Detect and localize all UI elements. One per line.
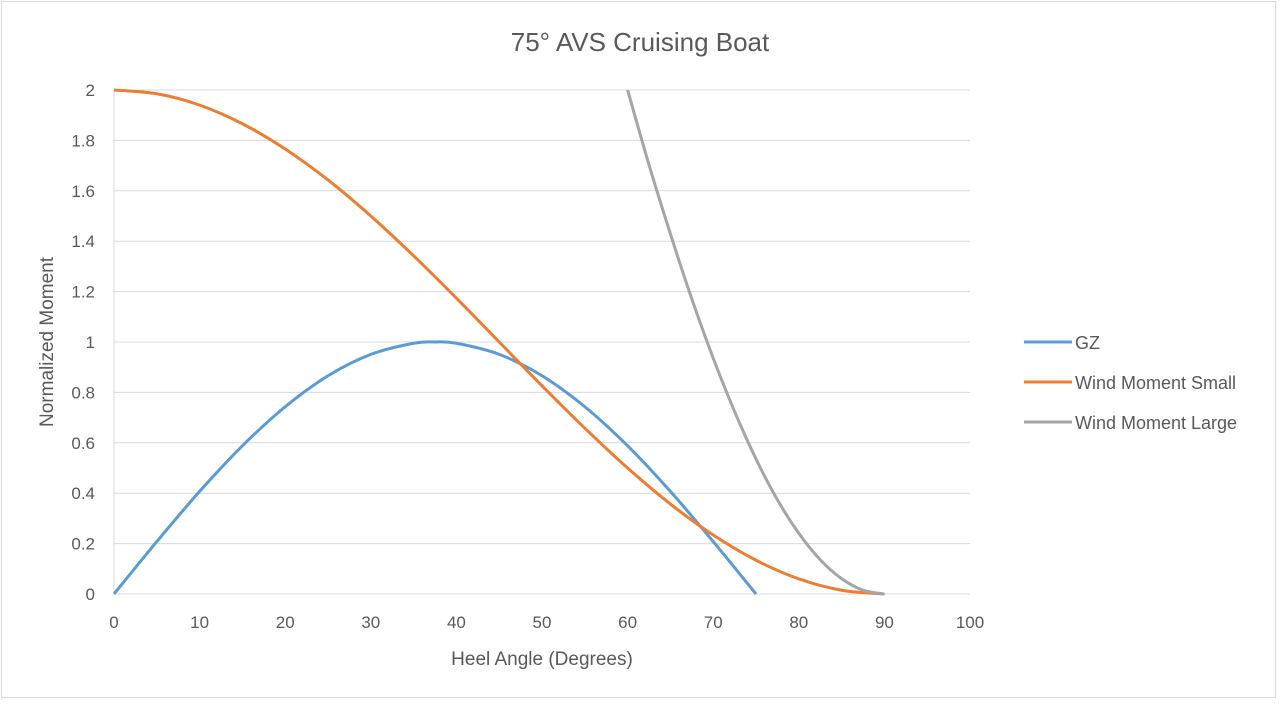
x-axis-label: Heel Angle (Degrees) [451, 649, 633, 670]
y-tick-label: 0 [86, 585, 95, 604]
y-tick-label: 0.8 [71, 383, 95, 402]
y-tick-label: 1.2 [71, 283, 95, 302]
x-tick-label: 20 [276, 613, 295, 632]
y-tick-label: 0.6 [71, 434, 95, 453]
gridlines [113, 89, 970, 595]
series-line-wind-moment-small [113, 88, 885, 596]
x-tick-labels: 0 10 20 30 40 50 60 70 80 90 100 [109, 613, 984, 632]
y-tick-label: 0.4 [71, 484, 95, 503]
y-tick-label: 1 [86, 333, 95, 352]
series-lines [112, 88, 885, 596]
y-tick-label: 1.4 [71, 232, 95, 251]
legend-label: Wind Moment Small [1075, 373, 1236, 393]
x-tick-label: 0 [109, 613, 118, 632]
x-tick-label: 60 [618, 613, 637, 632]
legend-item-wind-moment-large[interactable]: Wind Moment Large [1024, 413, 1237, 433]
series-line-gz [112, 340, 758, 595]
y-tick-label: 1.6 [71, 182, 95, 201]
legend-label: GZ [1075, 333, 1100, 353]
series-line-wind-moment-large [626, 89, 885, 596]
y-tick-label: 1.8 [71, 131, 95, 150]
x-tick-label: 80 [789, 613, 808, 632]
x-tick-label: 100 [956, 613, 984, 632]
x-tick-label: 40 [447, 613, 466, 632]
y-tick-labels: 0 0.2 0.4 0.6 0.8 1 1.2 1.4 1.6 1.8 2 [71, 81, 95, 604]
x-tick-label: 70 [704, 613, 723, 632]
legend-item-gz[interactable]: GZ [1024, 333, 1100, 353]
x-tick-label: 10 [190, 613, 209, 632]
chart-frame [1, 1, 1276, 698]
legend: GZ Wind Moment Small Wind Moment Large [1024, 333, 1237, 433]
x-tick-label: 30 [361, 613, 380, 632]
legend-item-wind-moment-small[interactable]: Wind Moment Small [1024, 373, 1236, 393]
y-tick-label: 2 [86, 81, 95, 100]
x-tick-label: 90 [875, 613, 894, 632]
y-tick-label: 0.2 [71, 535, 95, 554]
legend-label: Wind Moment Large [1075, 413, 1237, 433]
chart-title: 75° AVS Cruising Boat [511, 27, 770, 57]
x-tick-label: 50 [533, 613, 552, 632]
y-axis-label: Normalized Moment [37, 256, 58, 427]
